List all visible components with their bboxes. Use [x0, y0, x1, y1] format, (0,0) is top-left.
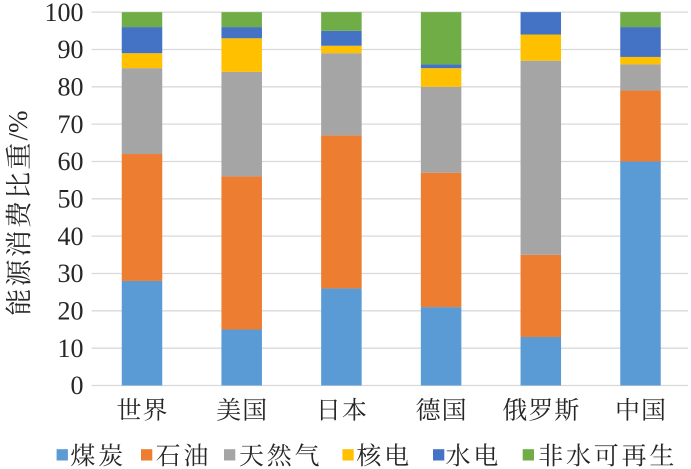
- svg-text:/%: /%: [3, 111, 33, 141]
- svg-text:80: 80: [58, 72, 84, 101]
- svg-text:40: 40: [58, 222, 84, 251]
- svg-text:60: 60: [58, 147, 84, 176]
- svg-text:10: 10: [58, 334, 84, 363]
- svg-text:70: 70: [58, 110, 84, 139]
- svg-text:50: 50: [58, 184, 84, 213]
- svg-text:100: 100: [45, 0, 84, 27]
- svg-text:90: 90: [58, 35, 84, 64]
- svg-text:0: 0: [71, 371, 84, 400]
- svg-text:20: 20: [58, 296, 84, 325]
- svg-text:30: 30: [58, 259, 84, 288]
